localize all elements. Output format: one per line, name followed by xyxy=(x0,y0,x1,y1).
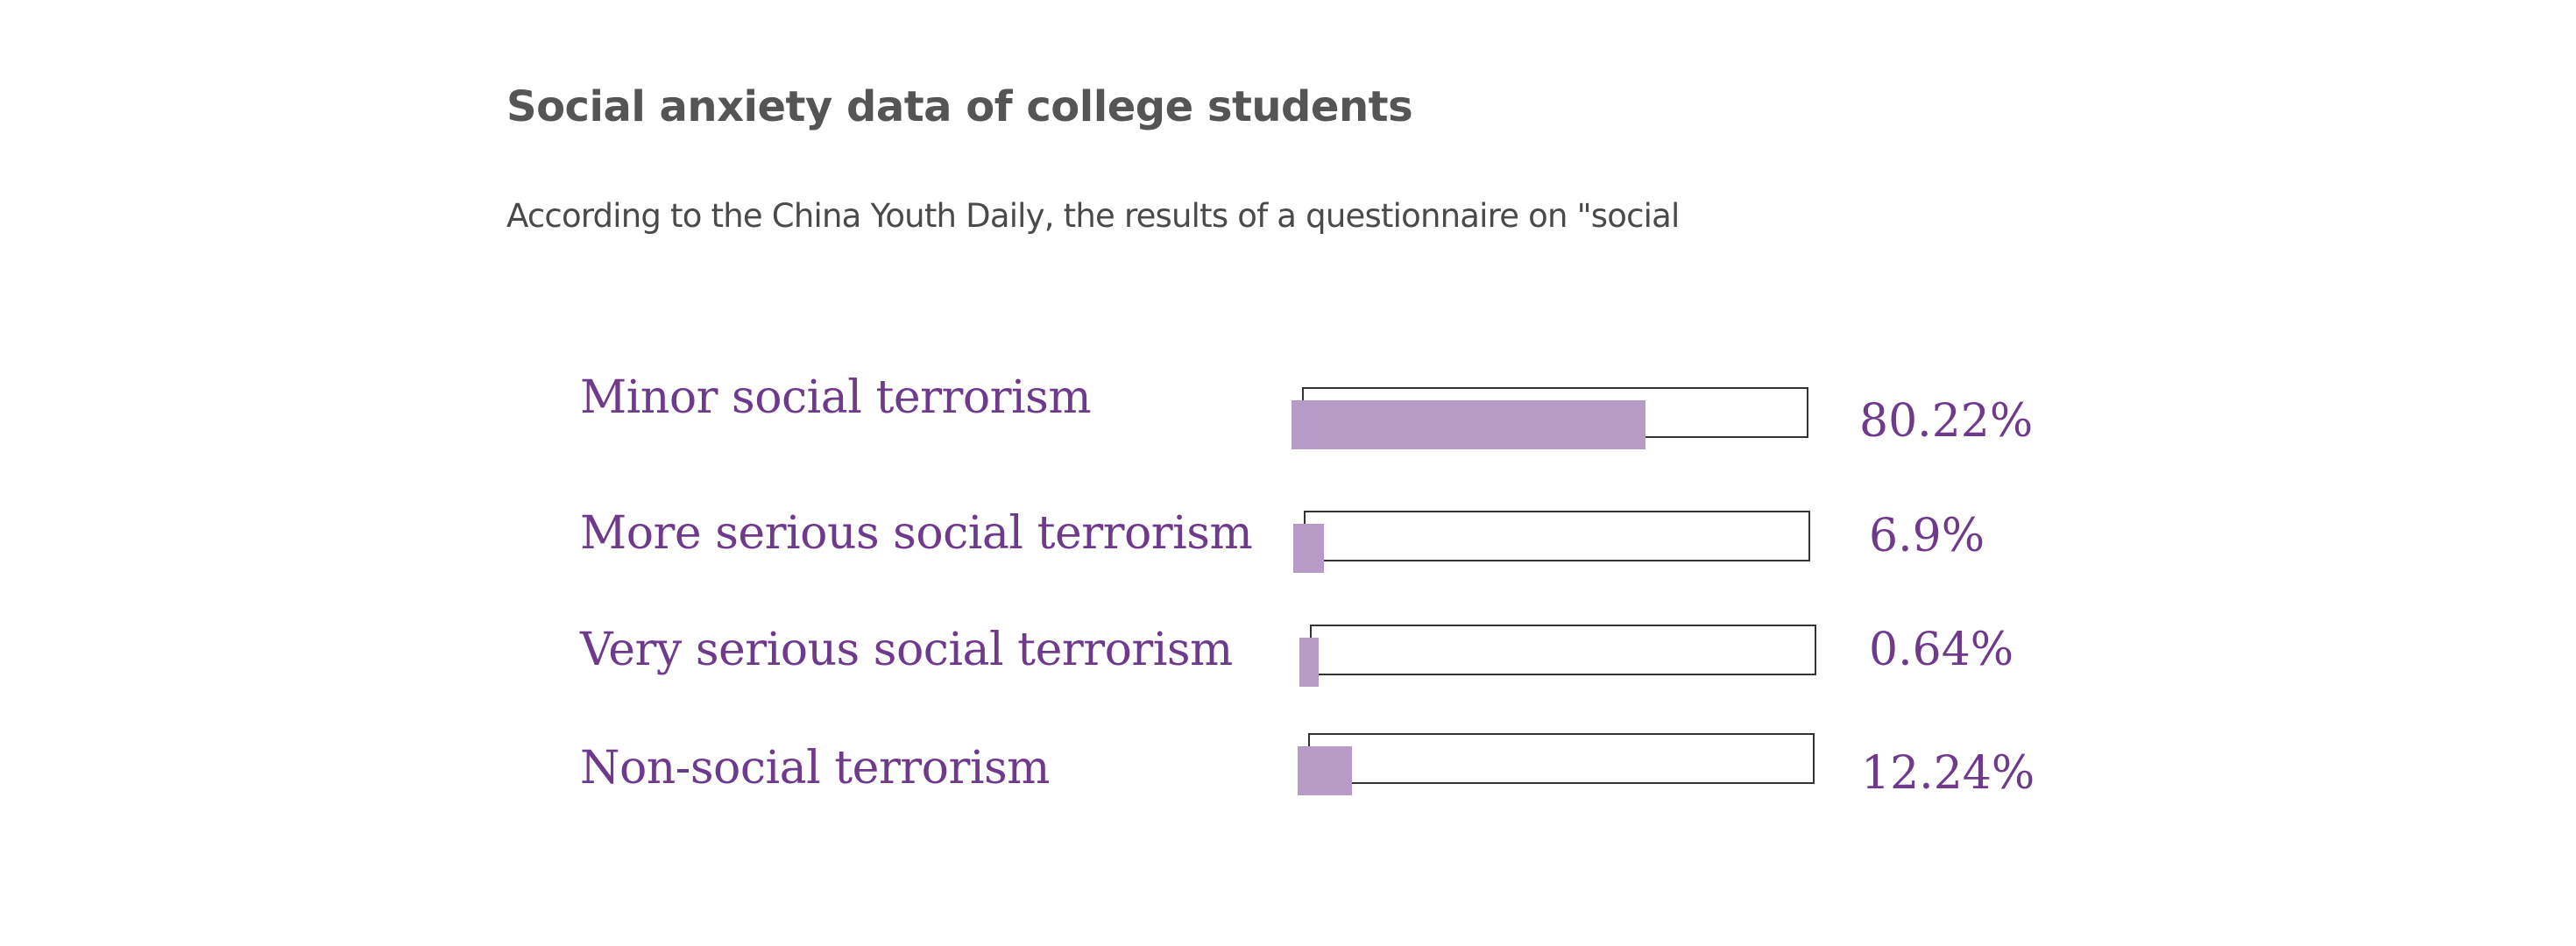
bar-fill xyxy=(1298,746,1352,795)
category-label: Non-social terrorism xyxy=(580,742,1050,794)
bar-track xyxy=(1308,733,1815,784)
bar-track xyxy=(1304,511,1810,561)
bar-fill xyxy=(1293,524,1324,573)
category-label: Very serious social terrorism xyxy=(580,624,1233,676)
value-label: 12.24% xyxy=(1861,747,2035,800)
chart-subtitle: According to the China Youth Daily, the … xyxy=(506,197,1680,235)
bar-track xyxy=(1310,625,1816,675)
value-label: 0.64% xyxy=(1869,624,2014,676)
category-label: More serious social terrorism xyxy=(580,507,1253,560)
category-label: Minor social terrorism xyxy=(580,371,1092,424)
bar-fill xyxy=(1299,638,1319,687)
value-label: 80.22% xyxy=(1859,395,2034,448)
chart-title: Social anxiety data of college students xyxy=(506,82,1413,131)
bar-fill xyxy=(1292,400,1646,449)
value-label: 6.9% xyxy=(1869,510,1985,562)
